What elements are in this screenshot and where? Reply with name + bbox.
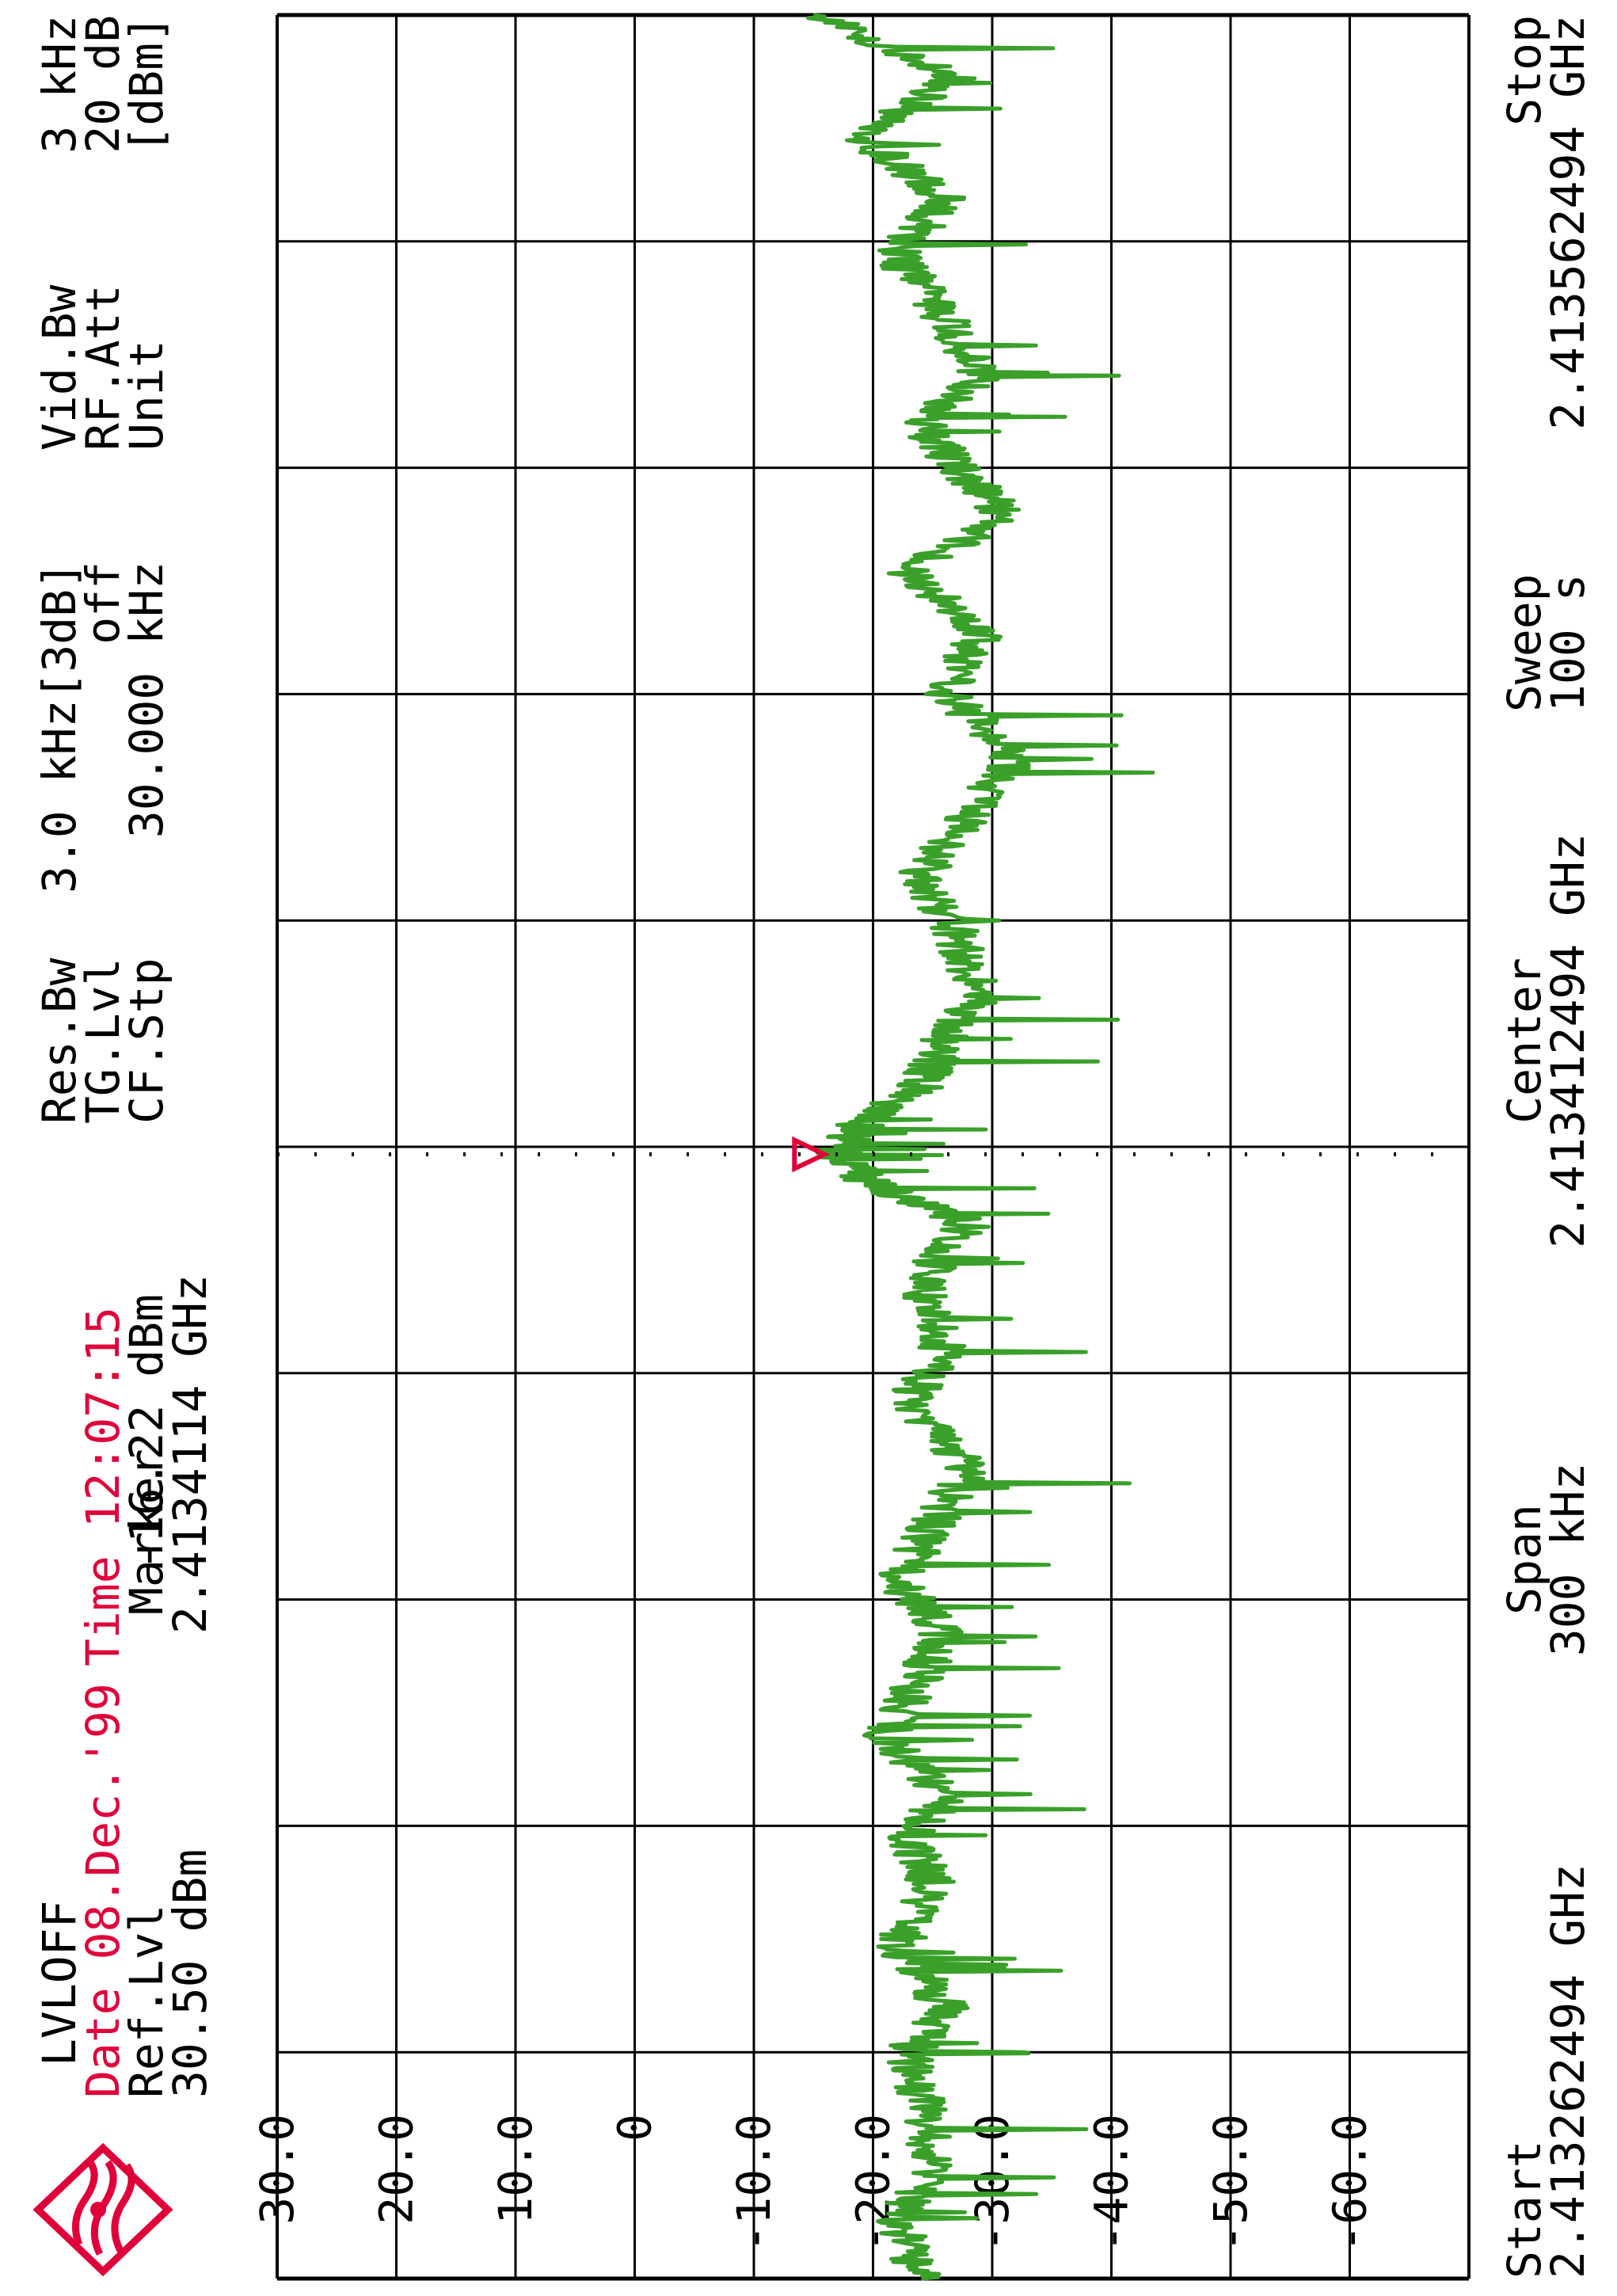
cf-stp-value: 30.000 kHz — [120, 562, 173, 838]
rf-att-value: 20 dB — [76, 15, 130, 154]
level-tick-label: -30.0 — [965, 2114, 1019, 2252]
unit-value: [dBm] — [120, 15, 173, 154]
level-tick-label: 20.0 — [370, 2114, 424, 2225]
span-value: 300 kHz — [1541, 1463, 1595, 1656]
plot-grid — [276, 13, 1471, 2281]
time-label: Time 12:07:15 — [76, 1307, 130, 1666]
marker-symbol — [792, 1136, 831, 1173]
res-bw-value: 3.0 kHz[3dB] — [32, 562, 86, 893]
vid-bw-label: Vid.Bw — [32, 284, 86, 451]
marker-label: Marker — [120, 1449, 173, 1615]
tg-lvl-value: off — [76, 562, 130, 645]
center-label: Center — [1497, 958, 1551, 1124]
start-value: 2.413262494 GHz — [1541, 1864, 1595, 2279]
level-axis: 30.0 20.0 10.0 0 -10.0 -20.0 -30.0 -40.0 -50.0 -6… — [250, 2114, 1377, 2252]
center-value: 2.413412494 GHz — [1541, 833, 1595, 1248]
level-tick-label: 10.0 — [489, 2114, 542, 2225]
ref-lvl-value: 30.50 dBm — [163, 1849, 217, 2098]
span-label: Span — [1497, 1504, 1551, 1615]
level-tick-label: -60.0 — [1323, 2114, 1377, 2252]
sweep-value: 100 s — [1541, 573, 1595, 712]
stop-value: 2.413562494 GHz — [1541, 15, 1595, 430]
level-tick-label: -10.0 — [727, 2114, 781, 2252]
level-tick-label: -40.0 — [1085, 2114, 1139, 2252]
level-tick-label: 0 — [608, 2114, 662, 2142]
tg-lvl-label: TG.Lvl — [76, 958, 130, 1124]
spectrum-trace — [806, 13, 1155, 2281]
cf-stp-label: CF.Stp — [120, 958, 173, 1124]
marker-level: -16.22 dBm — [120, 1294, 173, 1571]
rf-att-label: RF.Att — [76, 284, 130, 451]
mode-label: LVLOFF — [32, 1900, 86, 2066]
sweep-label: Sweep — [1497, 573, 1551, 712]
unit-label: Unit — [120, 340, 173, 451]
date-label: Date 08.Dec.'99 — [76, 1683, 130, 2098]
level-tick-label: -20.0 — [847, 2114, 900, 2252]
rohde-schwarz-logo — [32, 2142, 173, 2277]
vid-bw-value: 3 kHz — [32, 15, 86, 154]
ref-lvl-label: Ref.Lvl — [120, 1905, 173, 2098]
stop-label: Stop — [1497, 15, 1551, 126]
level-tick-label: 30.0 — [250, 2114, 304, 2225]
marker-freq: 2.4134114 GHz — [163, 1274, 217, 1634]
res-bw-label: Res.Bw — [32, 958, 86, 1124]
level-tick-label: -50.0 — [1204, 2114, 1257, 2252]
start-label: Start — [1497, 2140, 1551, 2279]
